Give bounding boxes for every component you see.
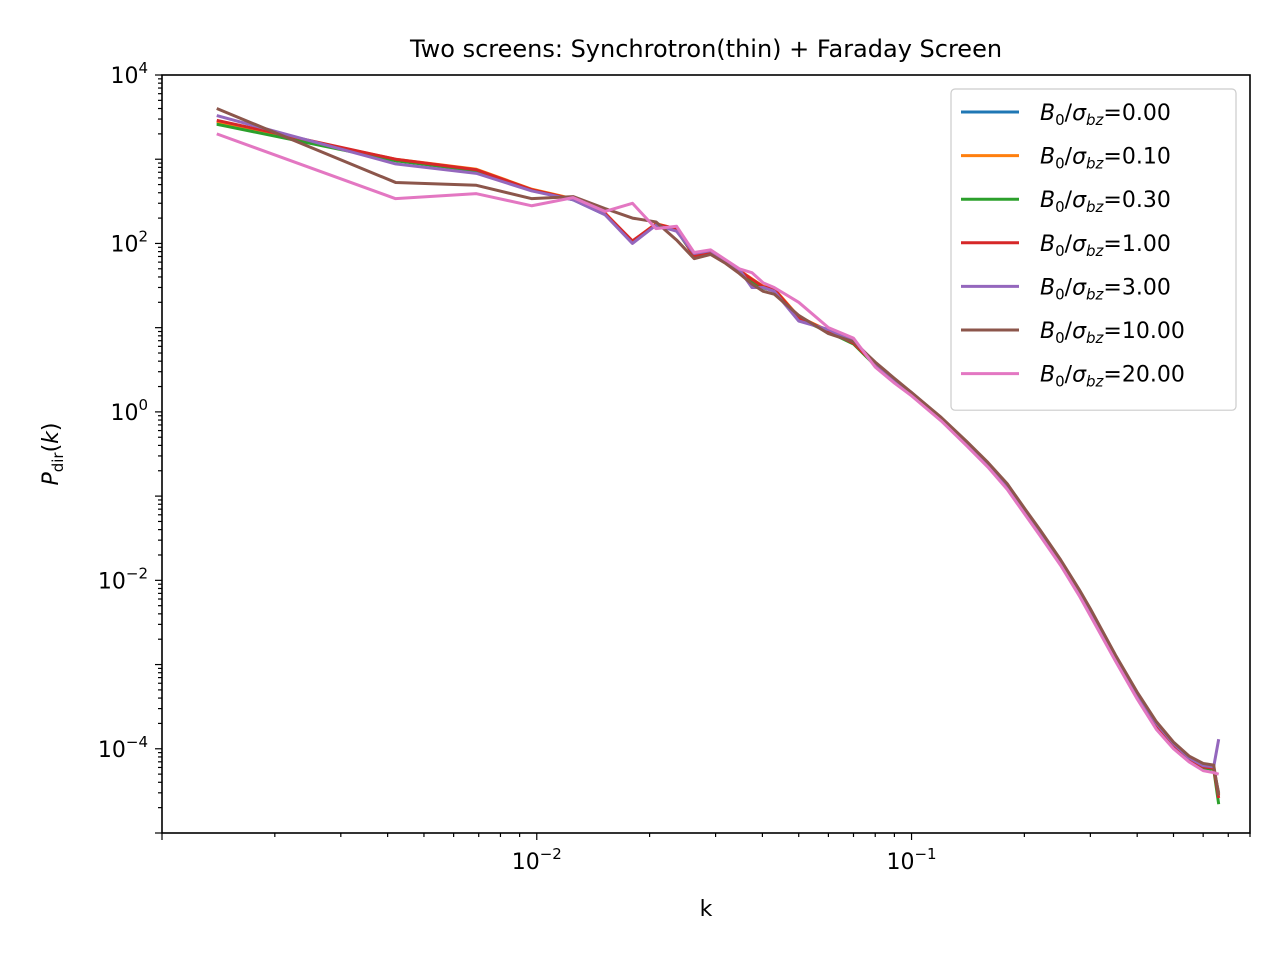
x-axis-label: k	[700, 897, 713, 922]
legend-box	[950, 88, 1237, 411]
legend: B0/σbz=0.00 B0/σbz=0.10 B0/σbz=0.30 B0/σbz=…	[950, 88, 1237, 411]
y-tick-label: 10−2	[98, 564, 148, 594]
x-ticks: 10−2 10−1	[161, 833, 1251, 875]
legend-label: B0/σbz=1.00	[1040, 232, 1171, 260]
legend-label: B0/σbz=10.00	[1040, 319, 1185, 347]
legend-label: B0/σbz=0.00	[1040, 101, 1171, 129]
y-ticks: 104 102 100 10−2 10−4	[98, 59, 162, 834]
y-tick-label: 100	[110, 396, 148, 426]
legend-label: B0/σbz=0.30	[1040, 188, 1171, 216]
chart-title: Two screens: Synchrotron(thin) + Faraday…	[409, 35, 1002, 63]
y-tick-label: 104	[110, 59, 148, 89]
series-layer	[216, 107, 1221, 805]
y-axis-label: Pdir(k)	[39, 422, 67, 485]
plot-frame	[161, 74, 1251, 834]
x-tick-label: 10−1	[886, 845, 936, 875]
legend-label: B0/σbz=20.00	[1040, 363, 1185, 391]
legend-label: B0/σbz=0.10	[1040, 145, 1171, 173]
x-tick-label: 10−2	[512, 845, 562, 875]
y-tick-label: 102	[110, 227, 148, 257]
y-tick-label: 10−4	[98, 733, 148, 763]
series-line-6	[216, 132, 1220, 776]
legend-label: B0/σbz=3.00	[1040, 275, 1171, 303]
series-line-5	[216, 107, 1221, 796]
